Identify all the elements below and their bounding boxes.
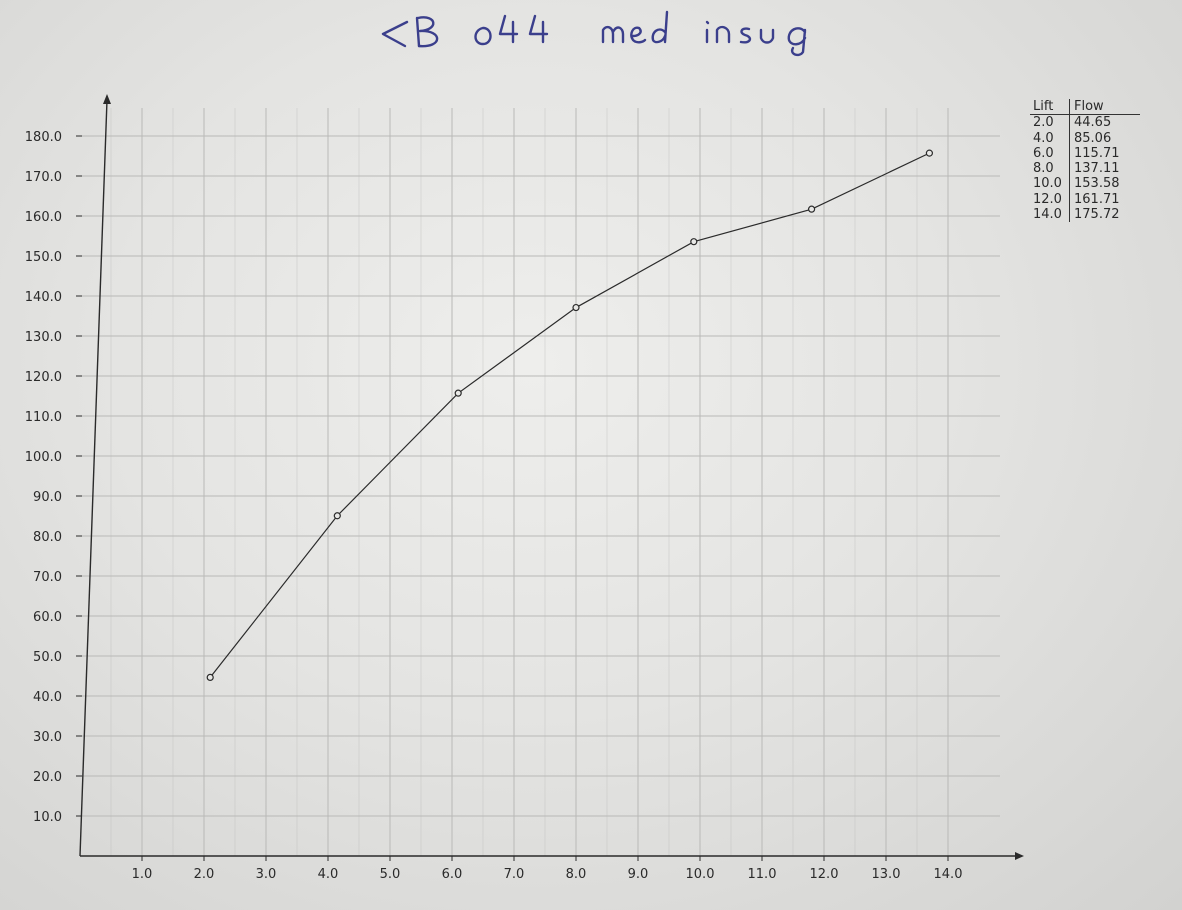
flow-cell: 153.58: [1074, 176, 1120, 192]
data-series: [206, 149, 934, 682]
x-tick-label: 7.0: [504, 867, 525, 882]
y-tick-label: 60.0: [33, 610, 62, 625]
y-tick-label: 10.0: [33, 810, 62, 825]
y-tick-label: 20.0: [33, 770, 62, 785]
lift-cell: 12.0: [1030, 191, 1070, 208]
data-point: [690, 238, 698, 246]
lift-cell: 2.0: [1030, 115, 1070, 131]
table-row: 8.0 137.11: [1030, 161, 1140, 177]
table-header: Lift Flow: [1030, 99, 1140, 116]
y-tick-labels: 10.0 20.0 30.0 40.0 50.0 60.0 70.0 80.0 90.0 100.…: [25, 130, 82, 825]
data-point: [807, 205, 816, 213]
x-tick-label: 4.0: [318, 867, 339, 882]
x-tick-label: 12.0: [810, 867, 839, 882]
flow-cell: 115.71: [1074, 145, 1120, 161]
flow-cell: 175.72: [1074, 207, 1120, 223]
lift-cell: 4.0: [1030, 130, 1070, 146]
x-tick-label: 6.0: [442, 867, 463, 882]
y-tick-label: 110.0: [25, 410, 62, 425]
data-point: [333, 512, 341, 520]
lift-flow-table: Lift Flow 2.0 44.65 4.0 85.06 6.0 115.71 8.0 13…: [1030, 99, 1140, 223]
y-tick-label: 150.0: [25, 250, 62, 265]
handwritten-title: [381, 10, 807, 57]
table-header-flow: Flow: [1074, 99, 1104, 114]
y-tick-label: 130.0: [25, 330, 62, 345]
grid: [80, 108, 1000, 856]
y-tick-label: 170.0: [25, 170, 62, 185]
data-point: [925, 149, 934, 157]
x-tick-label: 13.0: [872, 867, 901, 882]
series-line: [209, 152, 930, 678]
table-body: 2.0 44.65 4.0 85.06 6.0 115.71 8.0 137.11 10.0 15…: [1030, 115, 1140, 223]
x-axis-arrow: [1015, 852, 1024, 860]
y-tick-label: 180.0: [25, 130, 62, 145]
lift-cell: 6.0: [1030, 145, 1070, 162]
y-tick-label: 90.0: [33, 490, 62, 505]
table-row: 12.0 161.71: [1030, 191, 1140, 208]
x-tick-label: 8.0: [566, 867, 587, 882]
data-point: [454, 389, 462, 397]
x-tick-label: 3.0: [256, 867, 277, 882]
x-tick-label: 14.0: [934, 867, 963, 882]
table-row: 14.0 175.72: [1030, 207, 1140, 223]
y-tick-label: 120.0: [25, 370, 62, 385]
x-tick-label: 1.0: [132, 867, 153, 882]
y-axis: [79, 99, 108, 857]
x-tick-label: 9.0: [628, 867, 649, 882]
flow-cell: 137.11: [1074, 161, 1120, 177]
y-tick-label: 160.0: [25, 210, 62, 225]
flow-cell: 161.71: [1074, 191, 1120, 207]
table-header-lift: Lift: [1030, 99, 1070, 115]
y-tick-label: 80.0: [33, 530, 62, 545]
x-tick-labels: 1.0 2.0 3.0 4.0 5.0 6.0 7.0 8.0 9.0 10.0 11.0 12.0 1…: [132, 856, 963, 882]
flow-cell: 85.06: [1074, 130, 1112, 146]
y-tick-label: 30.0: [33, 730, 62, 745]
data-point: [572, 303, 580, 312]
data-point: [206, 673, 214, 682]
lift-cell: 14.0: [1030, 207, 1070, 223]
table-row: 6.0 115.71: [1030, 145, 1140, 162]
lift-cell: 10.0: [1030, 176, 1070, 192]
x-tick-label: 10.0: [686, 867, 715, 882]
lift-cell: 8.0: [1030, 161, 1070, 177]
table-row: 2.0 44.65: [1030, 115, 1140, 131]
axes: [79, 94, 1024, 860]
x-tick-label: 2.0: [194, 867, 215, 882]
flow-cell: 44.65: [1074, 115, 1112, 131]
y-tick-label: 70.0: [33, 570, 62, 585]
x-tick-label: 11.0: [748, 867, 777, 882]
table-row: 10.0 153.58: [1030, 176, 1140, 192]
y-tick-label: 100.0: [25, 450, 62, 465]
y-tick-label: 50.0: [33, 650, 62, 665]
y-axis-arrow: [103, 94, 111, 104]
y-tick-label: 40.0: [33, 690, 62, 705]
x-tick-label: 5.0: [380, 867, 401, 882]
y-tick-label: 140.0: [25, 290, 62, 305]
table-row: 4.0 85.06: [1030, 130, 1140, 146]
